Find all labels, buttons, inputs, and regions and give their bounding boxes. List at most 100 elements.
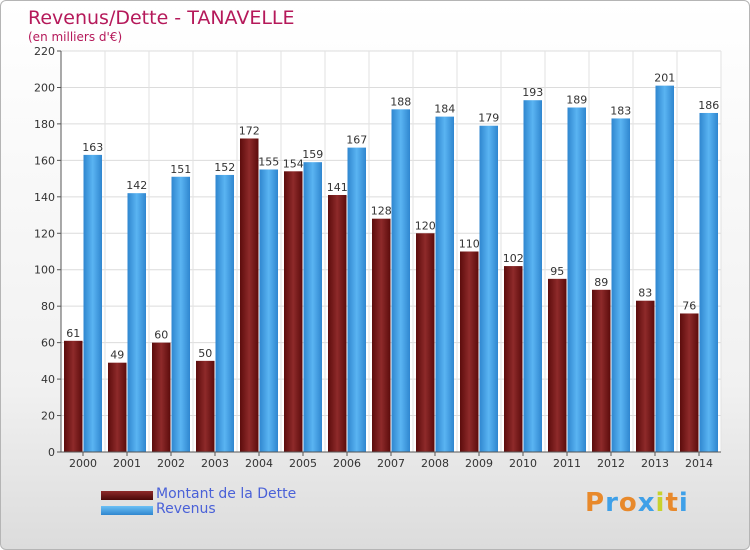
bar-revenue (171, 176, 190, 452)
data-label-revenue: 179 (478, 112, 499, 125)
x-tick-label: 2013 (641, 457, 669, 470)
x-tick-label: 2011 (553, 457, 581, 470)
data-label-revenue: 159 (302, 148, 323, 161)
logo-letter: P (585, 488, 606, 518)
bar-debt (416, 233, 435, 452)
bar-debt (240, 138, 259, 452)
x-tick-label: 2000 (69, 457, 97, 470)
logo-letter: o (618, 488, 638, 518)
data-label-debt: 110 (459, 238, 480, 251)
legend-swatch-debt (101, 491, 153, 500)
data-label-revenue: 193 (522, 86, 543, 99)
data-label-debt: 76 (682, 299, 696, 312)
x-tick-label: 2014 (685, 457, 713, 470)
bar-revenue (523, 100, 542, 453)
data-label-revenue: 189 (566, 94, 587, 107)
data-label-debt: 102 (503, 252, 524, 265)
x-tick-label: 2005 (289, 457, 317, 470)
y-tick-label: 80 (41, 300, 55, 313)
bar-debt (328, 194, 347, 452)
y-tick-label: 20 (41, 410, 55, 423)
legend-label-revenue: Revenus (156, 501, 216, 517)
data-label-debt: 154 (283, 157, 304, 170)
proxiti-logo: Proxiti (585, 488, 689, 518)
x-tick-label: 2001 (113, 457, 141, 470)
legend-label-debt: Montant de la Dette (156, 486, 297, 502)
bar-revenue (699, 112, 718, 453)
y-tick-label: 60 (41, 337, 55, 350)
x-tick-label: 2003 (201, 457, 229, 470)
y-tick-label: 220 (34, 45, 55, 58)
data-label-debt: 50 (198, 347, 212, 360)
data-label-revenue: 155 (258, 155, 279, 168)
data-label-debt: 89 (594, 276, 608, 289)
x-tick-label: 2002 (157, 457, 185, 470)
data-label-debt: 60 (154, 329, 168, 342)
bar-revenue (347, 147, 366, 452)
plot-area (61, 51, 721, 452)
bar-revenue (127, 193, 146, 452)
y-tick-label: 0 (48, 446, 55, 459)
y-tick-label: 140 (34, 191, 55, 204)
data-label-revenue: 188 (390, 95, 411, 108)
bar-debt (680, 313, 699, 452)
bar-revenue (479, 125, 498, 453)
y-tick-label: 100 (34, 264, 55, 277)
logo-letter: i (655, 488, 666, 518)
data-label-revenue: 184 (434, 103, 455, 116)
bar-debt (460, 251, 479, 452)
bar-debt (592, 289, 611, 452)
y-tick-label: 160 (34, 154, 55, 167)
bar-debt (152, 342, 171, 452)
bar-revenue (83, 154, 102, 453)
data-label-revenue: 151 (170, 163, 191, 176)
x-tick-label: 2006 (333, 457, 361, 470)
x-tick-label: 2012 (597, 457, 625, 470)
data-label-debt: 141 (327, 181, 348, 194)
data-label-debt: 120 (415, 219, 436, 232)
data-label-revenue: 163 (82, 141, 103, 154)
data-label-revenue: 183 (610, 104, 631, 117)
bar-debt (64, 340, 83, 452)
x-tick-label: 2010 (509, 457, 537, 470)
data-label-debt: 95 (550, 265, 564, 278)
x-tick-label: 2007 (377, 457, 405, 470)
bar-debt (504, 266, 523, 452)
data-label-debt: 83 (638, 287, 652, 300)
bar-debt (548, 278, 567, 452)
legend-swatch-revenue (101, 506, 153, 515)
y-tick-label: 200 (34, 81, 55, 94)
bar-debt (108, 362, 127, 452)
bar-revenue (567, 107, 586, 452)
data-label-revenue: 142 (126, 179, 147, 192)
bar-revenue (435, 116, 454, 453)
y-tick-label: 40 (41, 373, 55, 386)
bar-revenue (303, 162, 322, 452)
bar-revenue (655, 85, 674, 452)
logo-letter: r (605, 488, 619, 518)
x-tick-label: 2009 (465, 457, 493, 470)
logo-letter: i (678, 488, 689, 518)
chart-title: Revenus/Dette - TANAVELLE (28, 7, 295, 29)
data-label-revenue: 152 (214, 161, 235, 174)
data-label-revenue: 201 (654, 72, 675, 85)
data-label-debt: 172 (239, 124, 260, 137)
bar-debt (636, 300, 655, 452)
data-label-debt: 128 (371, 205, 392, 218)
bar-debt (196, 360, 215, 452)
data-label-debt: 61 (66, 327, 80, 340)
chart-subtitle: (en milliers d'€) (28, 30, 123, 44)
bar-revenue (259, 169, 278, 452)
x-tick-label: 2008 (421, 457, 449, 470)
bar-revenue (391, 109, 410, 452)
bar-revenue (215, 174, 234, 453)
data-label-revenue: 167 (346, 134, 367, 147)
bar-debt (372, 218, 391, 452)
y-tick-label: 120 (34, 227, 55, 240)
logo-letter: t (665, 488, 679, 518)
data-label-revenue: 186 (698, 99, 719, 112)
x-tick-label: 2004 (245, 457, 273, 470)
data-label-debt: 49 (110, 349, 124, 362)
